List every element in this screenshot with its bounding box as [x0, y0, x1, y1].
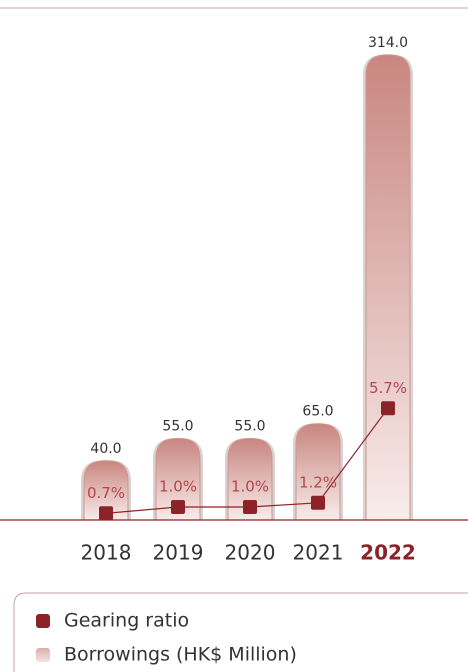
line-marker — [99, 506, 113, 521]
line-value-label: 1.0% — [159, 478, 197, 496]
line-value-label: 1.2% — [299, 473, 337, 491]
line-marker — [171, 500, 185, 514]
legend-frame — [13, 592, 468, 672]
x-tick-label: 2020 — [225, 541, 276, 565]
x-tick-label: 2018 — [81, 541, 132, 565]
x-tick-label: 2021 — [293, 541, 344, 565]
bar — [365, 54, 411, 521]
x-tick-label: 2022 — [360, 541, 416, 565]
line-value-label: 1.0% — [231, 478, 269, 496]
line-value-label: 5.7% — [369, 379, 407, 397]
bar-value-label: 314.0 — [368, 35, 408, 51]
bar-value-label: 55.0 — [234, 419, 265, 435]
line-marker — [311, 495, 325, 510]
line-marker — [243, 500, 257, 514]
line-marker — [381, 401, 395, 416]
legend-swatch — [36, 648, 50, 662]
bar — [155, 438, 201, 521]
line-value-label: 0.7% — [87, 484, 125, 502]
bar — [83, 460, 129, 521]
bar — [295, 423, 341, 521]
bar-value-label: 65.0 — [302, 404, 333, 420]
legend-label: Borrowings (HK$ Million) — [64, 644, 297, 666]
bar-value-label: 40.0 — [90, 441, 121, 457]
bar-value-label: 55.0 — [162, 419, 193, 435]
x-tick-label: 2019 — [153, 541, 204, 565]
legend-label: Gearing ratio — [64, 610, 189, 632]
bar — [227, 438, 273, 521]
legend-swatch — [36, 614, 50, 628]
